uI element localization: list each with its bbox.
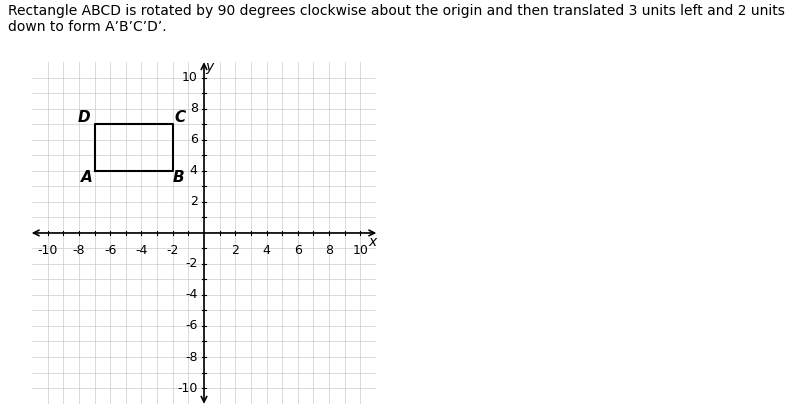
Text: Rectangle ABCD is rotated by 90 degrees clockwise about the origin and then tran: Rectangle ABCD is rotated by 90 degrees … (8, 4, 785, 35)
Text: y: y (206, 60, 214, 74)
Text: C: C (174, 110, 186, 125)
Text: -4: -4 (186, 288, 198, 302)
Text: 8: 8 (190, 102, 198, 115)
Text: 10: 10 (182, 72, 198, 84)
Text: -4: -4 (135, 244, 148, 257)
Text: D: D (78, 110, 90, 125)
Text: B: B (173, 170, 185, 185)
Text: -8: -8 (73, 244, 85, 257)
Text: -8: -8 (186, 351, 198, 364)
Text: -6: -6 (186, 319, 198, 332)
Text: 2: 2 (231, 244, 239, 257)
Text: A: A (81, 170, 93, 185)
Text: 4: 4 (262, 244, 270, 257)
Text: 6: 6 (190, 134, 198, 146)
Text: 10: 10 (353, 244, 368, 257)
Text: -10: -10 (178, 381, 198, 394)
Text: -10: -10 (38, 244, 58, 257)
Text: x: x (369, 235, 377, 249)
Text: -2: -2 (166, 244, 179, 257)
Text: -6: -6 (104, 244, 116, 257)
Text: 4: 4 (190, 164, 198, 178)
Text: 2: 2 (190, 196, 198, 208)
Text: 8: 8 (325, 244, 333, 257)
Text: 6: 6 (294, 244, 302, 257)
Text: -2: -2 (186, 258, 198, 270)
